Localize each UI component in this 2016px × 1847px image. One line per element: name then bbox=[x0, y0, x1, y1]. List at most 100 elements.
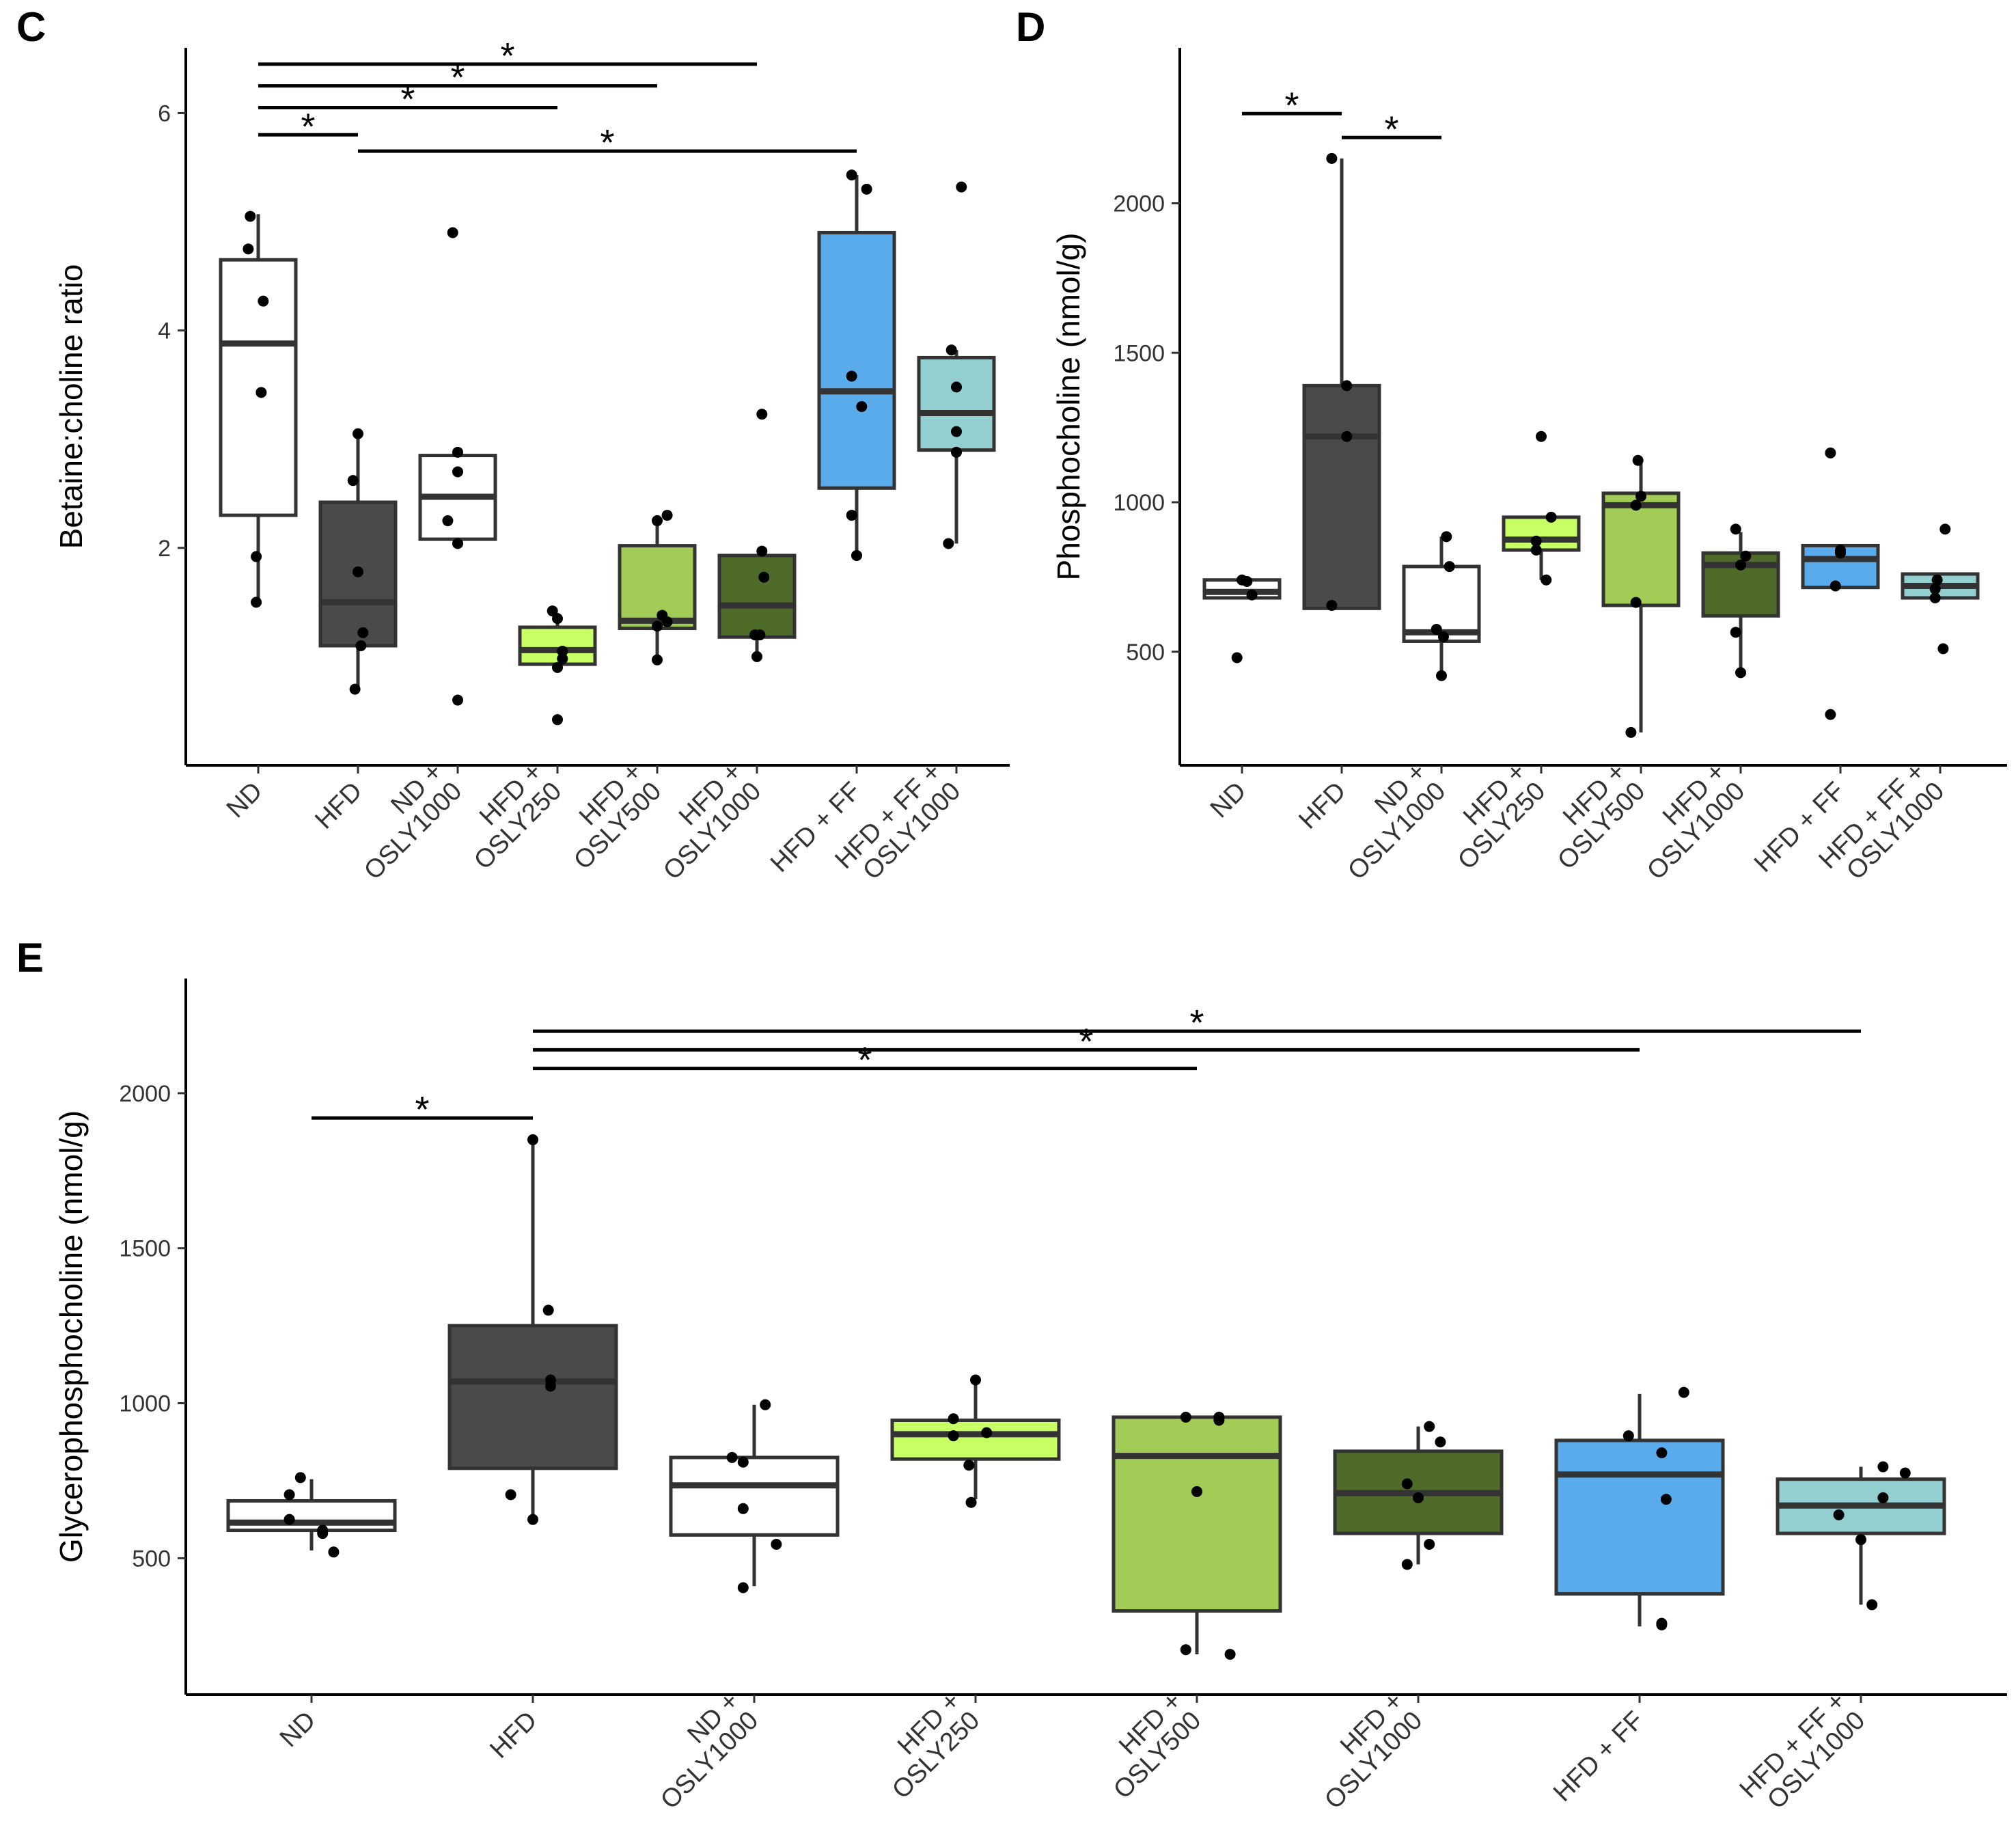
data-point bbox=[965, 1496, 977, 1508]
data-point bbox=[1740, 550, 1752, 562]
data-point bbox=[1441, 531, 1452, 543]
panel-letter-c: C bbox=[16, 4, 46, 50]
box-0 bbox=[226, 1479, 397, 1551]
box-6 bbox=[1554, 1393, 1725, 1627]
data-point bbox=[1735, 559, 1746, 571]
significance-star: * bbox=[857, 1040, 872, 1081]
box-1 bbox=[318, 433, 398, 689]
y-tick-label: 500 bbox=[1126, 640, 1165, 666]
data-point bbox=[1231, 652, 1243, 663]
data-point bbox=[1730, 627, 1741, 638]
x-tick-label: HFD +OSLY250 bbox=[450, 757, 568, 875]
data-point bbox=[1825, 447, 1836, 459]
box-body bbox=[1601, 491, 1681, 607]
data-point bbox=[1241, 575, 1253, 587]
data-point bbox=[1435, 1436, 1446, 1448]
data-point bbox=[347, 475, 359, 487]
x-tick-label: HFD + FF +OSLY1000 bbox=[1814, 757, 1950, 894]
box-2 bbox=[669, 1404, 840, 1587]
data-point bbox=[452, 446, 463, 458]
box-body bbox=[1402, 564, 1481, 643]
y-tick-label: 1000 bbox=[1113, 490, 1165, 516]
data-point bbox=[851, 549, 862, 561]
x-tick-label: HFD +OSLY250 bbox=[868, 1686, 986, 1805]
box-body bbox=[1111, 1415, 1282, 1613]
data-point bbox=[452, 538, 463, 549]
data-point bbox=[1931, 574, 1943, 586]
data-point bbox=[751, 651, 762, 662]
y-axis-title: Glycerophosphocholine (nmol/g) bbox=[53, 1110, 89, 1563]
box-1 bbox=[1302, 158, 1381, 610]
data-point bbox=[1855, 1534, 1866, 1546]
data-point bbox=[771, 1538, 782, 1550]
data-point bbox=[557, 645, 568, 657]
data-point bbox=[1678, 1386, 1689, 1398]
data-point bbox=[1530, 535, 1542, 547]
data-point bbox=[544, 1380, 556, 1392]
x-tick-label-line: ND bbox=[275, 1706, 322, 1753]
data-point bbox=[737, 1503, 749, 1514]
y-axis-title: Betaine:choline ratio bbox=[53, 264, 89, 549]
data-point bbox=[1877, 1492, 1889, 1503]
data-point bbox=[1937, 643, 1949, 655]
data-point bbox=[846, 510, 857, 521]
x-tick-label: HFD +OSLY1000 bbox=[639, 757, 767, 885]
x-tick-label: HFD bbox=[1293, 777, 1351, 835]
data-point bbox=[1431, 623, 1442, 635]
data-point bbox=[1939, 523, 1951, 535]
data-point bbox=[948, 1430, 959, 1442]
data-point bbox=[1436, 670, 1447, 681]
x-tick-label-line: ND bbox=[221, 777, 268, 824]
data-point bbox=[1735, 667, 1746, 679]
x-tick-label-line: HFD bbox=[484, 1706, 542, 1764]
data-point bbox=[943, 538, 954, 549]
data-point bbox=[1833, 1509, 1845, 1520]
significance-star: * bbox=[301, 106, 315, 147]
y-tick-label: 1500 bbox=[119, 1236, 171, 1262]
data-point bbox=[447, 227, 458, 238]
box-body bbox=[817, 230, 896, 490]
data-point bbox=[856, 401, 868, 412]
data-point bbox=[557, 653, 568, 665]
box-body bbox=[717, 553, 797, 639]
box-body bbox=[1302, 383, 1381, 610]
box-5 bbox=[1701, 532, 1780, 674]
data-point bbox=[527, 1134, 538, 1145]
data-point bbox=[760, 1399, 771, 1410]
data-point bbox=[442, 515, 454, 527]
y-axis-title: Phosphocholine (nmol/g) bbox=[1051, 233, 1086, 581]
data-point bbox=[661, 510, 673, 521]
data-point bbox=[355, 640, 367, 651]
box-3 bbox=[890, 1380, 1061, 1500]
data-point bbox=[652, 654, 663, 666]
data-point bbox=[1877, 1461, 1889, 1473]
box-body bbox=[669, 1455, 840, 1537]
x-tick-label: HFD bbox=[309, 777, 368, 835]
x-tick-label: ND +OSLY1000 bbox=[636, 1686, 764, 1814]
data-point bbox=[284, 1489, 295, 1501]
significance-star: * bbox=[600, 122, 614, 163]
data-point bbox=[1444, 561, 1455, 573]
data-point bbox=[258, 295, 269, 307]
x-tick-label: HFD +OSLY250 bbox=[1433, 757, 1551, 875]
data-point bbox=[1536, 430, 1547, 442]
y-tick-label: 500 bbox=[132, 1546, 171, 1572]
panel-d: 500 1000 1500 2000 Phosphocholine (nmol/g) ND… bbox=[1051, 48, 2007, 894]
data-point bbox=[951, 446, 962, 458]
data-point bbox=[754, 629, 766, 641]
data-point bbox=[1545, 511, 1557, 523]
y-tick-label: 6 bbox=[158, 100, 171, 126]
x-tick-label: HFD +OSLY500 bbox=[549, 757, 667, 875]
y-tick-label: 1500 bbox=[1113, 340, 1165, 366]
panel-letter-d: D bbox=[1016, 4, 1045, 50]
data-point bbox=[1656, 1619, 1668, 1630]
data-point bbox=[1191, 1486, 1202, 1497]
x-tick-label: ND +OSLY1000 bbox=[340, 757, 467, 885]
data-point bbox=[552, 714, 563, 726]
x-tick-label-line: HFD bbox=[309, 777, 368, 835]
significance-star: * bbox=[1384, 109, 1398, 150]
significance-star: * bbox=[500, 36, 514, 77]
data-point bbox=[1424, 1538, 1435, 1550]
data-point bbox=[945, 344, 957, 356]
